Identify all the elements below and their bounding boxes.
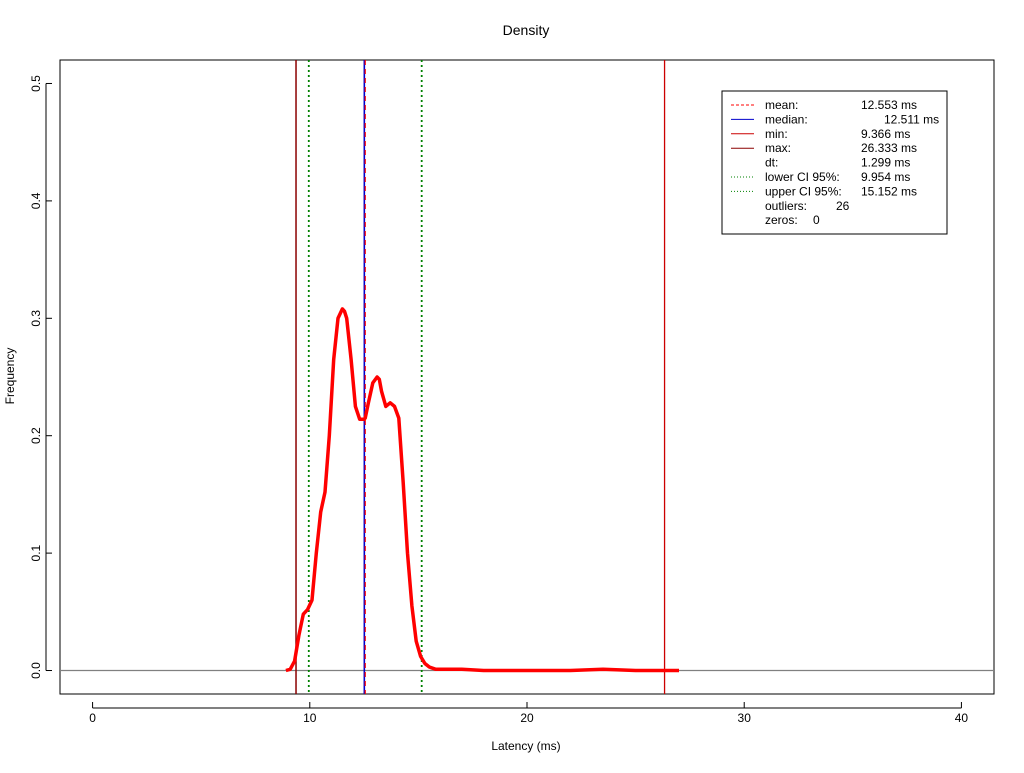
legend-value: 26.333 ms <box>861 141 917 155</box>
y-tick-label: 0.4 <box>29 192 43 209</box>
legend-label: upper CI 95%: <box>765 184 842 198</box>
legend-value: 1.299 ms <box>861 156 910 170</box>
legend-value: 9.954 ms <box>861 170 910 184</box>
y-axis-label: Frequency <box>3 348 17 405</box>
legend-box <box>721 90 948 235</box>
y-tick-label: 0.1 <box>29 544 43 561</box>
plot-frame <box>59 59 995 695</box>
x-tick-label: 10 <box>303 711 317 725</box>
legend-label: outliers: <box>765 199 807 213</box>
legend-value: 26 <box>836 199 850 213</box>
legend-label: median: <box>765 112 808 126</box>
legend-value: 15.152 ms <box>861 184 917 198</box>
density-series <box>285 307 679 673</box>
x-axis-label: Latency (ms) <box>491 739 560 753</box>
chart-title: Density <box>503 22 550 38</box>
legend-label: lower CI 95%: <box>765 170 840 184</box>
x-tick-label: 20 <box>520 711 534 725</box>
legend-label: mean: <box>765 98 798 112</box>
legend-label: max: <box>765 141 791 155</box>
y-tick-label: 0.2 <box>29 427 43 444</box>
legend-value: 0 <box>813 213 820 227</box>
axes: 0 10 20 30 40 0.0 0.1 0.2 0.3 0.4 0.5 <box>29 75 994 725</box>
legend: mean: 12.553 ms median: 12.511 ms min: 9.366 … <box>721 90 948 235</box>
y-tick-label: 0.3 <box>29 310 43 327</box>
legend-value: 12.553 ms <box>861 98 917 112</box>
x-tick-label: 40 <box>955 711 969 725</box>
legend-value: 9.366 ms <box>861 127 910 141</box>
legend-label: min: <box>765 127 788 141</box>
legend-label: zeros: <box>765 213 798 227</box>
x-tick-label: 0 <box>89 711 96 725</box>
x-tick-label: 30 <box>738 711 752 725</box>
reference-lines <box>295 60 666 694</box>
y-tick-label: 0.5 <box>29 75 43 92</box>
density-curve <box>285 307 679 673</box>
legend-label: dt: <box>765 156 778 170</box>
legend-value: 12.511 ms <box>884 112 939 126</box>
y-tick-label: 0.0 <box>29 662 43 679</box>
